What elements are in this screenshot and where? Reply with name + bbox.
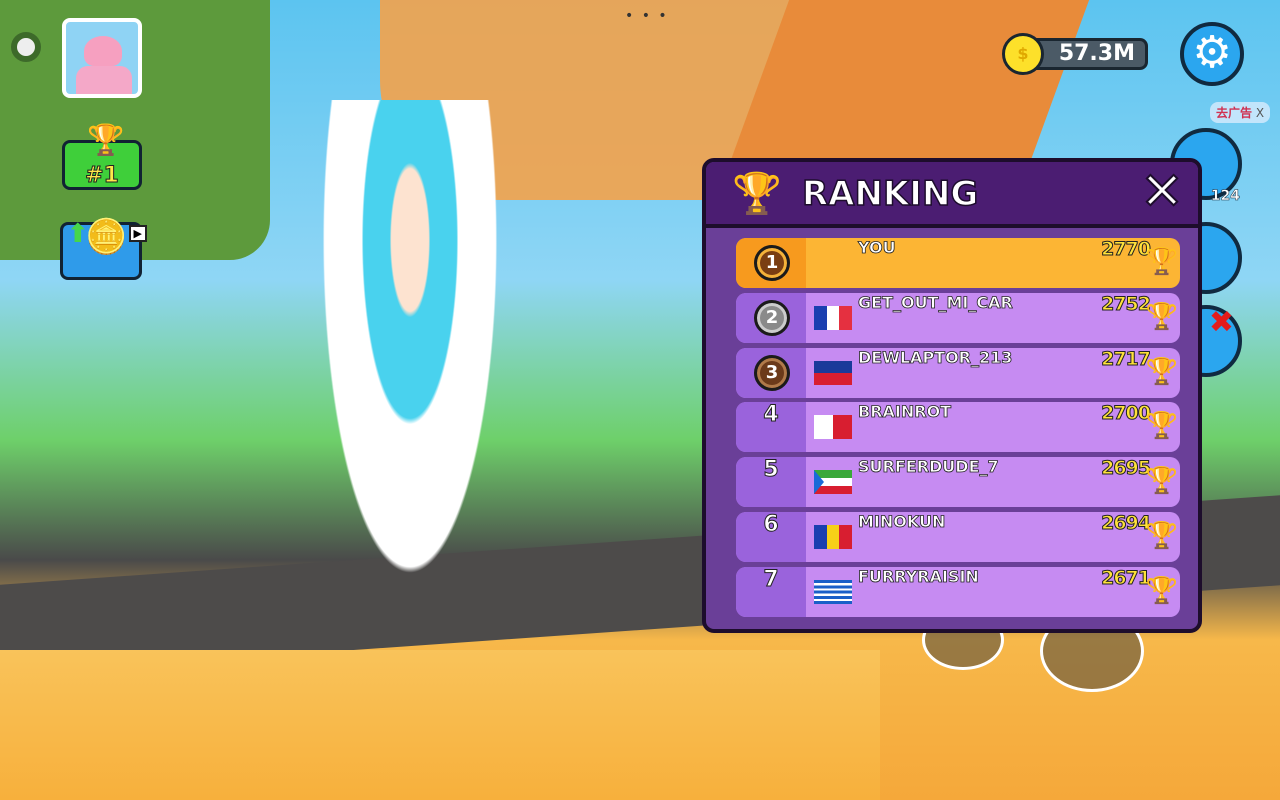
trophy-score: 2694 [1101, 511, 1152, 535]
rank-number: 6 [763, 511, 779, 538]
flag-malta-icon [814, 415, 852, 440]
rank-number: 5 [763, 457, 779, 483]
rank-number: 4 [763, 402, 779, 428]
flag-andorra-icon [814, 524, 852, 549]
player-name: FURRYRAISIN [858, 566, 980, 586]
ranking-header: 🏆 RANKING ✕ [706, 162, 1198, 228]
rank-number: 7 [763, 566, 779, 593]
trophy-score: 2700 [1101, 402, 1152, 425]
rank-cell: 2 [736, 292, 806, 343]
coin-boost-button[interactable]: ⬆ 🪙 ▶ [60, 217, 147, 280]
rank-cell: 3 [736, 347, 806, 398]
trophy-icon: 🏆 [1145, 520, 1178, 551]
close-icon: ✖ [1208, 305, 1234, 340]
flag-france-icon [814, 305, 852, 330]
coin-icon: $ [1002, 33, 1044, 75]
trophy-icon: 🏆 [1145, 466, 1178, 497]
player-name: MINOKUN [858, 511, 946, 531]
player-name: SURFERDUDE_7 [858, 457, 999, 477]
rank-cell: 7 [736, 566, 806, 617]
flag-equatorial-guinea-icon [814, 470, 852, 495]
ranking-row: 3 DEWLAPTOR_213 2717 🏆 [736, 347, 1180, 398]
rank-cell: 1 [736, 238, 806, 288]
trophy-score: 2770 [1101, 238, 1152, 261]
trophy-icon: 🏆 [732, 171, 782, 217]
trophy-icon: 🏆 [86, 123, 125, 159]
flag-greece-icon [814, 579, 852, 604]
coin-amount: 57.3M [1022, 38, 1148, 70]
arrow-up-icon: ⬆ [67, 219, 89, 249]
trophy-score: 2671 [1101, 566, 1152, 590]
coins-icon: 🪙 [85, 217, 128, 257]
ranking-row: 5 SURFERDUDE_7 2695 🏆 [736, 457, 1180, 508]
rank-medal-icon: 1 [754, 245, 790, 281]
rank-cell: 4 [736, 402, 806, 453]
side-count: 124 [1210, 188, 1241, 205]
trophy-score: 2717 [1101, 347, 1152, 371]
gear-icon: ⚙ [1192, 27, 1232, 78]
rank-medal-icon: 2 [754, 299, 790, 336]
rank-badge: #1 [85, 163, 120, 189]
ranking-list: 1 YOU 2770 🏆 2 GET_OUT_MI_CAR 2752 🏆 3 DEWLAPTOR_… [736, 238, 1180, 622]
ranking-row: 4 BRAINROT 2700 🏆 [736, 402, 1180, 453]
ranking-row: 6 MINOKUN 2694 🏆 [736, 511, 1180, 562]
rank-medal-icon: 3 [754, 354, 790, 391]
avatar[interactable] [62, 18, 142, 98]
rank-cell: 6 [736, 511, 806, 562]
player-name: BRAINROT [858, 402, 952, 422]
remove-ads-button[interactable]: 去广告 X [1210, 102, 1271, 123]
remove-ads-label: 去广告 [1216, 106, 1253, 120]
ranking-row: 2 GET_OUT_MI_CAR 2752 🏆 [736, 292, 1180, 343]
scenery-ramp [730, 0, 1090, 160]
ranking-row: 7 FURRYRAISIN 2671 🏆 [736, 566, 1180, 617]
flag-liechtenstein-icon [814, 360, 852, 385]
scenery-floor [0, 650, 880, 800]
trophy-score: 2752 [1101, 292, 1152, 316]
toggle-button[interactable] [11, 32, 41, 62]
player-name: YOU [858, 238, 896, 257]
trophy-score: 2695 [1101, 457, 1152, 480]
settings-button[interactable]: ⚙ [1180, 22, 1244, 86]
ranking-row: 1 YOU 2770 🏆 [736, 238, 1180, 288]
player-name: DEWLAPTOR_213 [858, 347, 1013, 367]
trophy-icon: 🏆 [1145, 356, 1178, 387]
trophy-icon: 🏆 [1145, 247, 1178, 277]
video-ad-icon: ▶ [128, 225, 147, 242]
player-character [300, 100, 520, 660]
trophy-icon: 🏆 [1145, 575, 1178, 606]
close-icon[interactable]: X [1255, 106, 1265, 120]
ranking-button[interactable]: 🏆 #1 [62, 123, 142, 190]
trophy-icon: 🏆 [1145, 301, 1178, 332]
trophy-icon: 🏆 [1145, 411, 1178, 442]
coin-counter: 57.3M $ [1002, 33, 1148, 75]
ranking-title: RANKING [801, 173, 979, 215]
player-name: GET_OUT_MI_CAR [858, 292, 1014, 312]
menu-dots[interactable]: • • • [625, 8, 669, 24]
close-button[interactable]: ✕ [1139, 162, 1185, 222]
ranking-panel: 🏆 RANKING ✕ 1 YOU 2770 🏆 2 GET_OUT_MI_CAR 2752… [702, 158, 1202, 633]
rank-cell: 5 [736, 457, 806, 508]
